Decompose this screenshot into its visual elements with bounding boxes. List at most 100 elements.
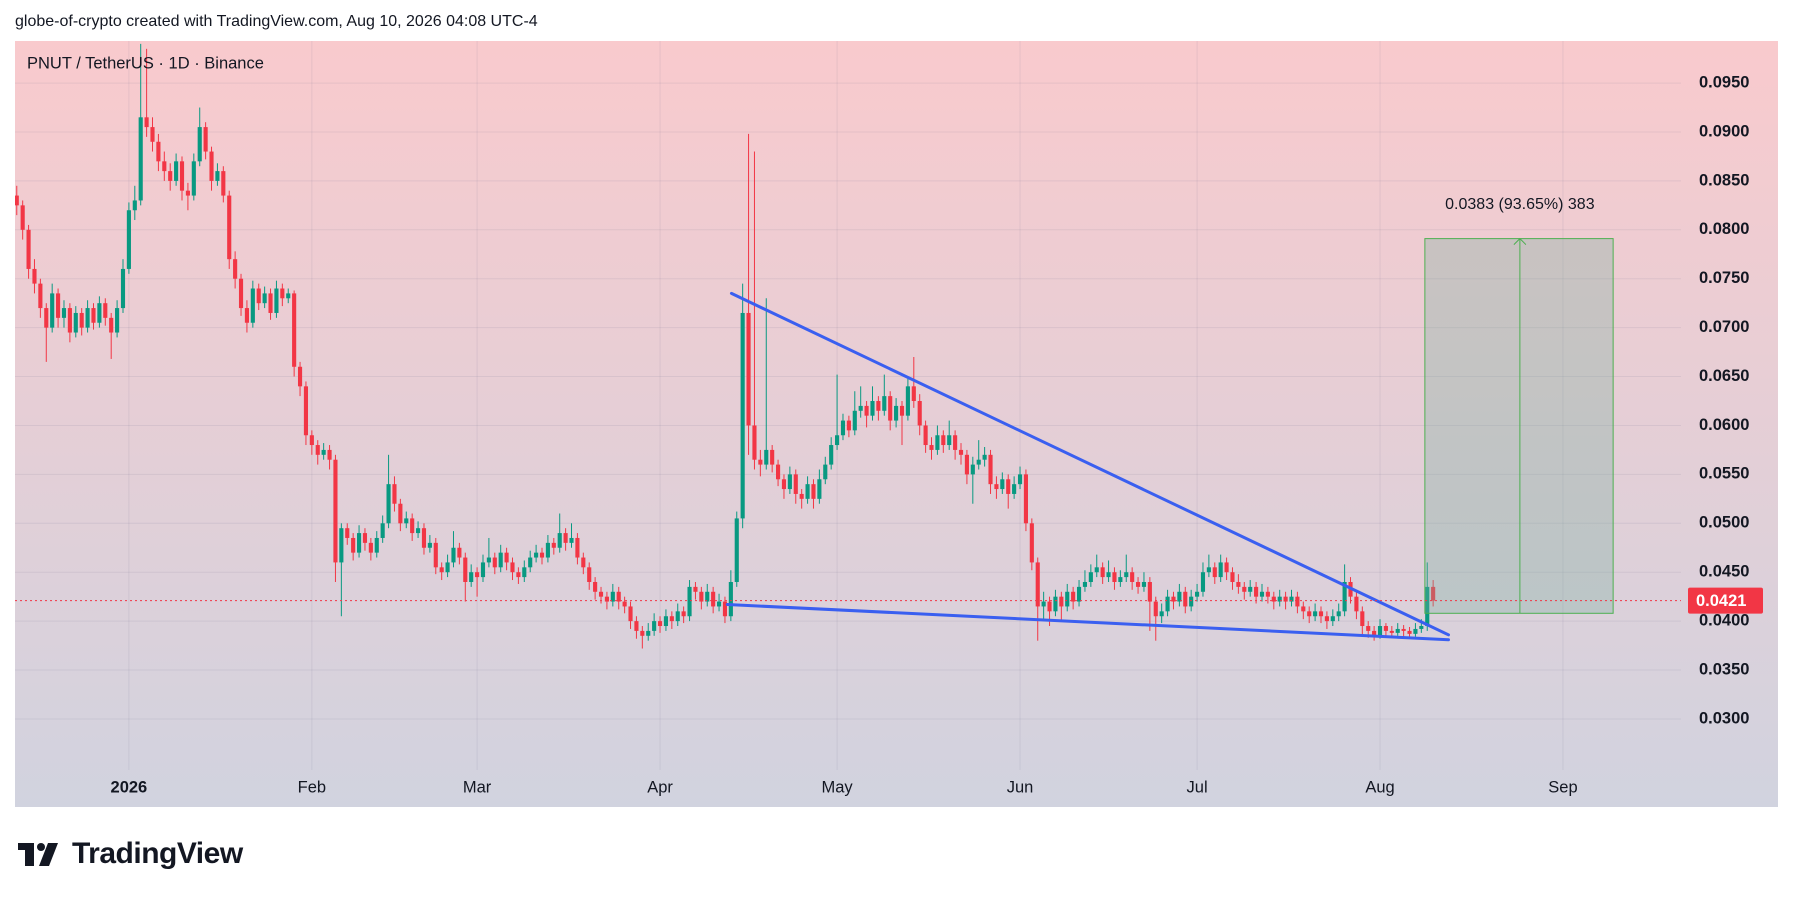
y-tick-label: 0.0850 [1699,171,1749,189]
candle-body [362,533,368,543]
candle-body [1395,628,1400,633]
candle-body [1147,581,1152,602]
candle-body [1236,581,1241,587]
candle-body [162,161,167,172]
candle-body [1230,572,1235,582]
candle-body [292,293,297,367]
y-tick-label: 0.0550 [1699,465,1749,483]
axes: 0.0300 0.0350 0.0400 0.0450 0.0500 0.0550 0.06… [111,73,1763,796]
candle-body [132,200,137,211]
candle-body [368,542,373,553]
candle-body [923,425,928,446]
candle-body [1413,628,1418,634]
candle-body [905,386,910,416]
candle-body [345,528,350,538]
candle-body [1200,572,1206,592]
candle-body [953,435,958,450]
candle-body [97,303,102,323]
candle-body [392,484,397,504]
candle-body [817,479,822,499]
watermark: TradingView [72,837,244,870]
candle-body [657,621,663,627]
candle-body [699,591,704,602]
candle-body [374,537,379,553]
candle-body [1383,626,1388,631]
trendline [729,291,1450,637]
candle-body [610,591,615,602]
candle-body [126,210,131,269]
y-tick-label: 0.0450 [1699,563,1749,581]
candle-body [722,601,728,617]
candle-body [20,205,25,230]
candle-body [274,288,279,313]
candle-body [1165,596,1170,612]
candle-body [835,435,840,446]
candle-body [1389,630,1394,633]
candle-body [1071,591,1076,602]
candle-body [734,518,739,582]
candle-body [711,591,716,607]
candle-body [262,293,267,304]
candle-body [652,621,657,631]
candle-body [1377,626,1383,636]
candle-body [404,518,409,524]
candle-body [1183,591,1188,607]
candle-body [534,552,539,558]
candle-body [303,386,309,436]
candle-body [740,312,745,519]
candle-body [728,581,733,617]
candle-body [416,528,421,534]
candle-body [221,171,226,196]
candle-body [256,288,261,304]
candle-body [628,606,633,622]
candle-body [356,533,362,553]
candle-body [575,537,580,558]
candle-body [1153,601,1158,617]
candle-body [1195,591,1200,597]
candle-body [174,161,179,181]
candle-body [935,435,940,450]
candle-body [770,449,775,465]
candle-body [1206,567,1211,573]
candle-body [233,259,238,279]
candle-body [882,396,887,411]
candle-body [1035,562,1040,607]
candle-body [917,401,922,426]
candle-body [1425,586,1430,627]
x-tick-label: Apr [647,778,673,796]
candle-body [1224,562,1229,573]
tradingview-logo-icon [18,843,58,866]
candle-body [1159,611,1164,617]
candle-body [1017,474,1023,485]
candle-body [1265,591,1270,597]
candle-body [1177,591,1182,602]
candle-body [1088,572,1093,582]
candle-body [840,420,846,436]
candle-body [776,464,781,480]
candle-body [964,454,969,475]
candle-body [593,581,598,592]
candle-body [1407,630,1412,634]
measure-box [1424,238,1614,614]
trendline [725,602,1450,642]
candle-body [805,484,810,499]
symbol-title: PNUT / TetherUS · 1D · Binance [27,54,264,72]
candle-body [1277,596,1282,602]
candle-body [150,127,155,142]
last-price-label: 0.0421 [1696,592,1746,610]
candle-body [1212,567,1217,578]
candle-body [1189,596,1194,607]
candle-body [793,474,798,494]
candle-body [1342,581,1347,612]
candle-body [445,562,450,573]
candle-body [752,425,757,460]
candle-body [115,308,120,333]
candle-body [941,435,946,446]
candle-body [451,547,456,563]
candle-body [846,420,851,431]
candle-body [781,479,787,490]
candle-body [398,503,403,524]
candle-body [439,567,444,573]
candle-body [1366,626,1371,631]
